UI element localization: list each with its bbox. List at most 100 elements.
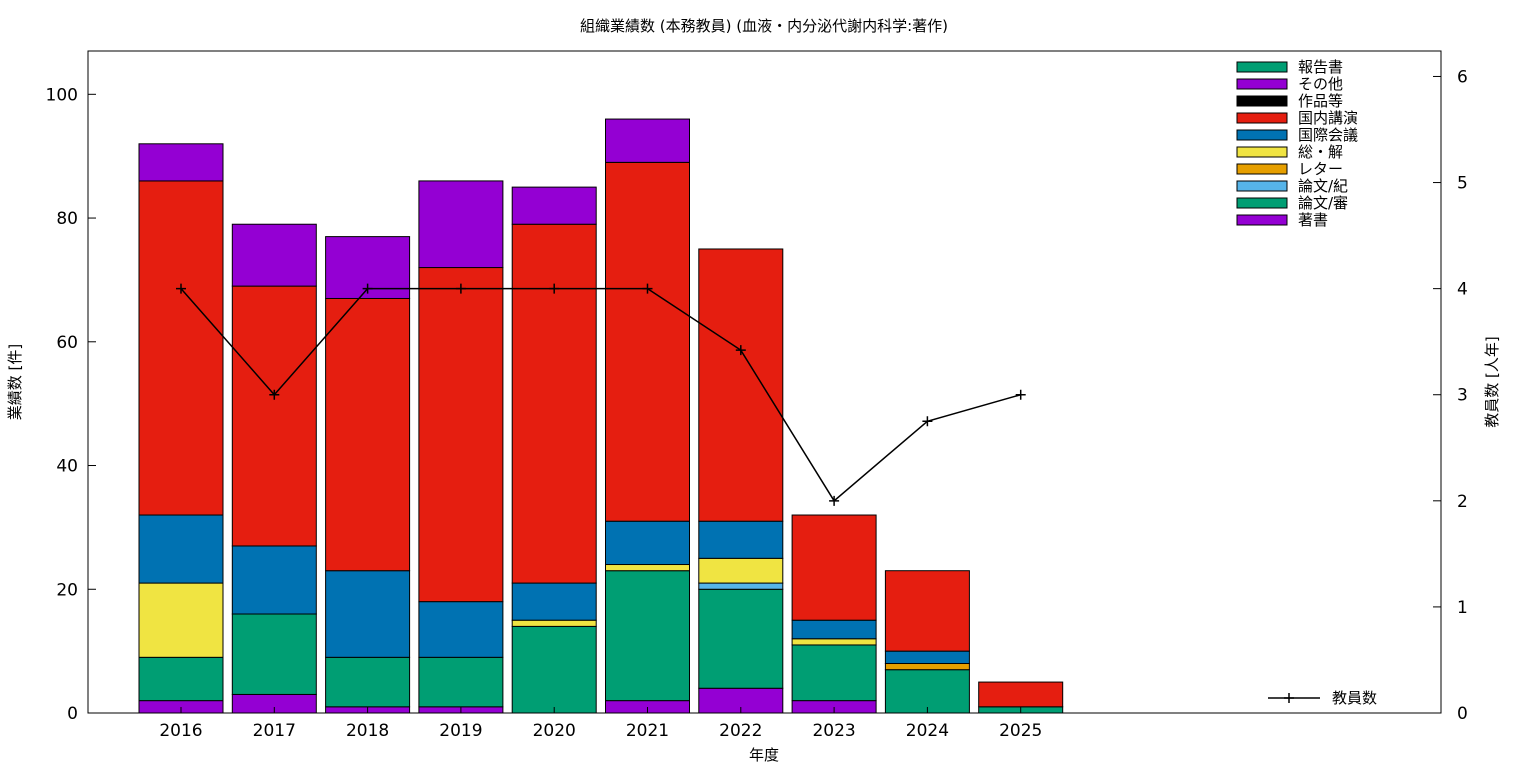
line-teacher-count <box>180 287 1021 502</box>
bar-segment <box>325 656 411 708</box>
x-tick-label: 2022 <box>719 721 762 741</box>
legend-swatch <box>1236 95 1288 107</box>
legend-label: 著書 <box>1298 211 1328 229</box>
x-tick-label: 2019 <box>439 721 482 741</box>
bar-segment <box>884 663 970 671</box>
x-tick-label: 2020 <box>533 721 576 741</box>
line-point-marker <box>829 495 840 506</box>
bar-segment <box>325 297 411 572</box>
line-legend-marker <box>1284 693 1294 703</box>
legend-label: 報告書 <box>1298 58 1343 76</box>
chart-title: 組織業績数 (本務教員) (血液・内分泌代謝内科学:著作) <box>580 17 948 35</box>
bar-segment <box>138 180 224 516</box>
y2-tick-label: 1 <box>1457 598 1468 618</box>
bar-segment <box>791 638 877 646</box>
bar-segment <box>511 625 597 714</box>
line-point-marker <box>455 283 466 294</box>
legend-label: 作品等 <box>1298 92 1343 110</box>
x-tick-label: 2024 <box>906 721 949 741</box>
x-axis: 2016 2017 2018 2019 2020 2021 2022 2023 2024 2025 <box>159 707 1042 741</box>
bar-segment <box>791 619 877 640</box>
line-legend: 教員数 <box>1268 689 1377 707</box>
line-point-marker <box>269 389 280 400</box>
bar-segment <box>698 557 784 584</box>
legend-label: 論文/紀 <box>1298 177 1348 195</box>
x-tick-label: 2021 <box>626 721 669 741</box>
legend-swatch <box>1236 78 1288 90</box>
y2-tick-label: 5 <box>1457 174 1468 194</box>
x-tick-label: 2018 <box>346 721 389 741</box>
bar-segment <box>511 223 597 584</box>
bar-segment <box>418 267 504 603</box>
legend-swatch <box>1236 112 1288 124</box>
bar-segment <box>138 514 224 584</box>
plot-frame <box>87 50 1442 714</box>
y-tick-label: 40 <box>56 457 78 477</box>
legend-swatch <box>1236 146 1288 158</box>
y2-tick-label: 2 <box>1457 492 1468 512</box>
legend-label: 論文/審 <box>1298 194 1348 212</box>
y2-tick-label: 4 <box>1457 280 1468 300</box>
legend-label: 国際会議 <box>1298 126 1358 144</box>
bar-segment <box>511 186 597 225</box>
x-tick-label: 2016 <box>159 721 202 741</box>
bar-segment <box>605 570 690 702</box>
bar-segment <box>418 656 504 708</box>
legend-label: 総・解 <box>1298 143 1343 161</box>
y-tick-label: 100 <box>46 85 78 105</box>
x-tick-label: 2017 <box>253 721 296 741</box>
bar-segment <box>605 520 690 566</box>
line-point-marker <box>642 283 653 294</box>
bar-segment <box>138 656 224 702</box>
bar-segment <box>884 570 970 652</box>
legend-swatch <box>1236 61 1288 73</box>
bar-segment <box>511 619 597 627</box>
line-layer <box>176 283 1026 506</box>
line-point-marker <box>176 283 186 294</box>
bar-segment <box>138 143 224 182</box>
legend-swatch <box>1236 214 1288 226</box>
bar-segment <box>978 681 1064 708</box>
bar-segment <box>791 514 877 621</box>
bar-segment <box>511 582 597 621</box>
bar-segment <box>138 582 224 658</box>
y2-tick-label: 0 <box>1457 704 1468 724</box>
y2-tick-label: 3 <box>1457 386 1468 406</box>
bar-segment <box>791 644 877 702</box>
bar-segment <box>698 520 784 559</box>
bar-segment <box>605 564 690 572</box>
bar-segment <box>418 601 504 658</box>
bar-segment <box>698 582 784 590</box>
bar-segment <box>698 248 784 522</box>
line-legend-label: 教員数 <box>1332 689 1377 707</box>
bar-segment <box>418 180 504 269</box>
bar-segment <box>325 570 411 658</box>
y-axis-label: 業績数 [件] <box>6 344 24 420</box>
bar-segment <box>884 650 970 665</box>
bars-layer <box>138 118 1064 714</box>
y-axis-right: 0 1 2 3 4 5 6 <box>1433 67 1468 724</box>
legend-label: その他 <box>1298 75 1343 93</box>
y2-axis-label: 教員数 [人年] <box>1483 336 1501 427</box>
legend-swatch <box>1236 197 1288 209</box>
bar-segment <box>884 669 970 714</box>
y-tick-label: 80 <box>56 209 78 229</box>
legend-label: 国内講演 <box>1298 109 1358 127</box>
y-tick-label: 20 <box>56 580 78 600</box>
bar-segment <box>231 285 317 547</box>
y-axis-left: 0 20 40 60 80 100 <box>46 85 96 724</box>
line-point-marker <box>1015 389 1026 400</box>
bar-segment <box>231 223 317 287</box>
y-tick-label: 60 <box>56 333 78 353</box>
bar-segment <box>698 588 784 689</box>
line-point-marker <box>922 416 933 427</box>
bar-segment <box>231 613 317 695</box>
bar-segment <box>231 545 317 615</box>
x-axis-label: 年度 <box>749 746 779 764</box>
x-tick-label: 2023 <box>812 721 855 741</box>
x-tick-label: 2025 <box>999 721 1042 741</box>
line-point-marker <box>549 283 560 294</box>
line-point-marker <box>362 283 373 294</box>
